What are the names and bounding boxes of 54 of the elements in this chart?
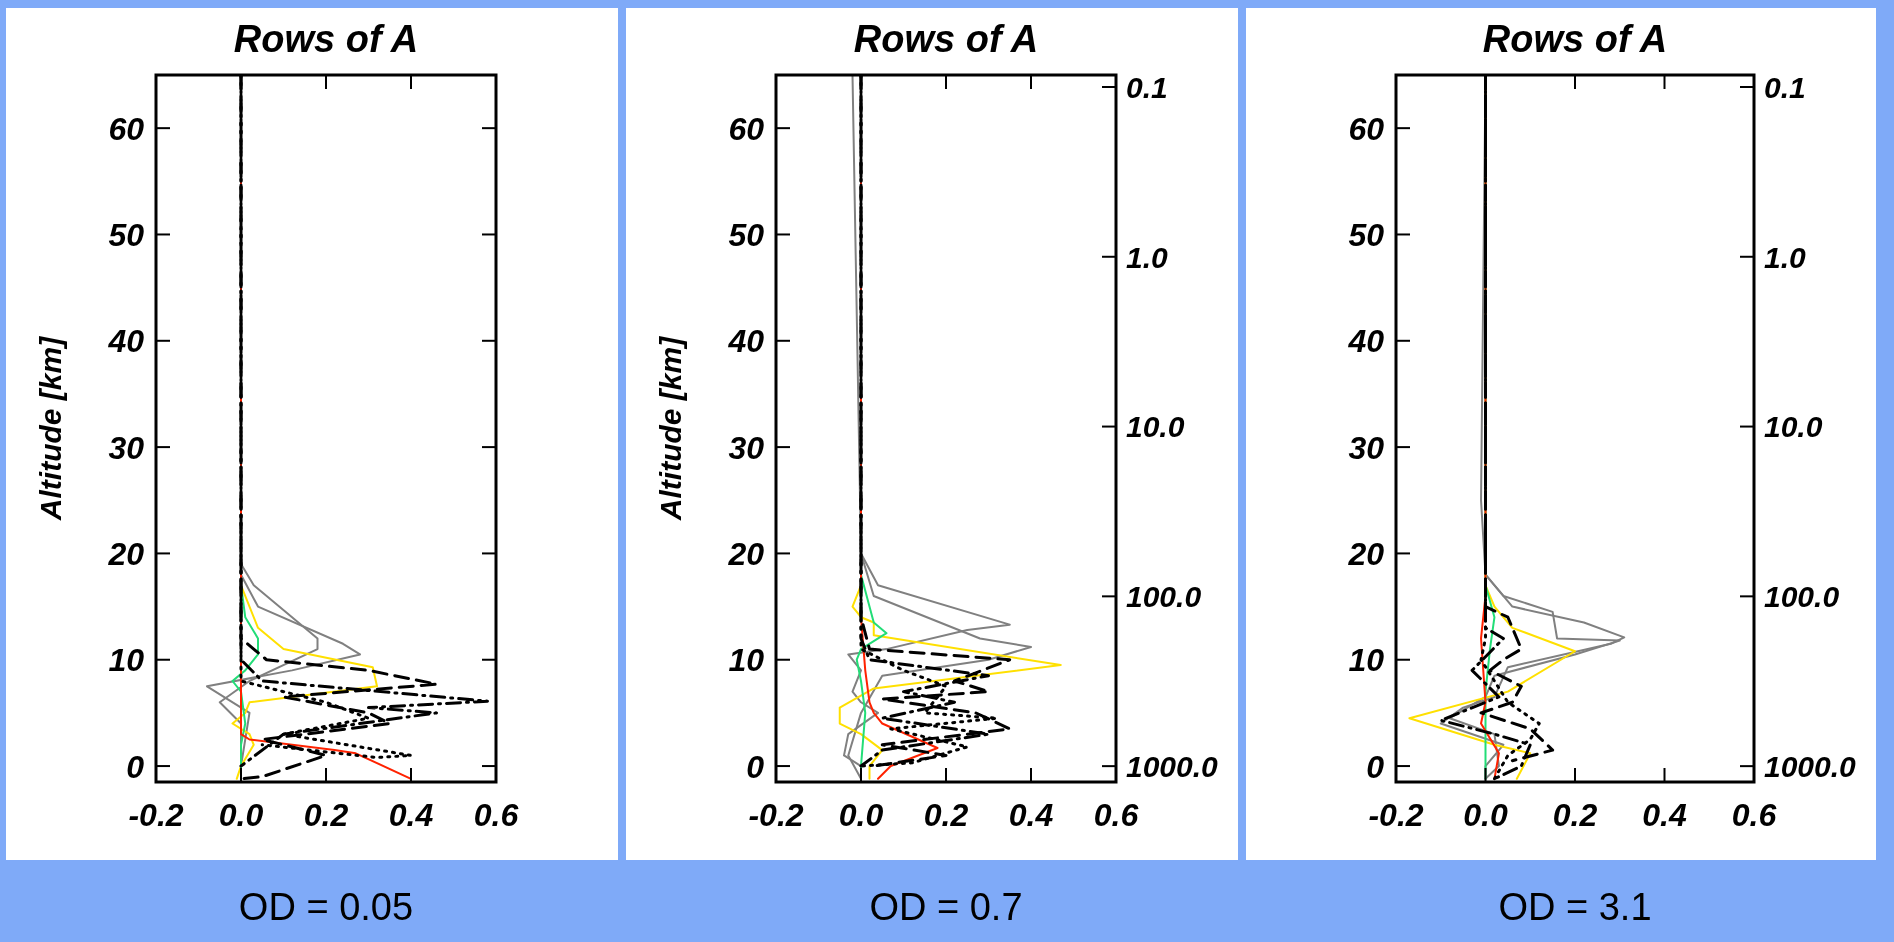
y2-tick-label: 100.0 — [1764, 580, 1840, 614]
text: OD = 3.1 — [1498, 886, 1652, 928]
text: OD = 0.7 — [869, 886, 1023, 928]
y2-tick-label: 1000.0 — [1764, 749, 1857, 783]
y-tick-label: 50 — [108, 216, 145, 253]
y-tick-label: 0 — [126, 748, 145, 785]
x-tick-label: -0.2 — [128, 797, 184, 833]
y-tick-label: 30 — [108, 429, 145, 466]
text: OD = 0.05 — [238, 886, 414, 928]
y-tick-label: 10 — [728, 642, 765, 679]
y2-tick-label: 100.0 — [1126, 580, 1202, 614]
y-tick-label: 60 — [728, 110, 765, 147]
y-tick-label: 0 — [746, 748, 765, 785]
y-axis-title: Altitude [km] — [34, 335, 67, 522]
y-tick-label: 30 — [1348, 429, 1385, 466]
y-tick-label: 20 — [1347, 535, 1385, 572]
x-tick-label: -0.2 — [748, 797, 804, 833]
x-tick-label: 0.2 — [1552, 797, 1598, 833]
y-tick-label: 30 — [728, 429, 765, 466]
y-tick-label: 60 — [1348, 110, 1385, 147]
x-tick-label: 0.2 — [303, 797, 349, 833]
y-tick-label: 20 — [107, 535, 145, 572]
y-tick-label: 20 — [727, 535, 765, 572]
y-tick-label: 40 — [1347, 323, 1385, 360]
x-tick-label: 0.4 — [1008, 797, 1054, 833]
x-tick-label: 0.0 — [218, 797, 264, 833]
y2-tick-label: 1.0 — [1764, 240, 1807, 274]
y-tick-label: 40 — [107, 323, 145, 360]
y-tick-label: 50 — [728, 216, 765, 253]
y-tick-label: 40 — [727, 323, 765, 360]
y2-tick-label: 0.1 — [1126, 70, 1168, 104]
y2-tick-label: 10.0 — [1764, 410, 1823, 444]
x-tick-label: 0.4 — [388, 797, 434, 833]
x-tick-label: -0.2 — [1368, 797, 1424, 833]
x-tick-label: 0.0 — [1463, 797, 1508, 833]
x-tick-label: 0.6 — [1731, 797, 1777, 833]
y-tick-label: 0 — [1366, 748, 1385, 785]
x-tick-label: 0.0 — [838, 797, 884, 833]
y-axis-title: Altitude [km] — [654, 335, 687, 522]
y-tick-label: 10 — [1348, 642, 1385, 679]
y-tick-label: 60 — [108, 110, 145, 147]
x-tick-label: 0.2 — [923, 797, 969, 833]
y2-tick-label: 0.1 — [1764, 70, 1806, 104]
y2-tick-label: 1.0 — [1126, 240, 1169, 274]
chart-title: Rows of A — [853, 18, 1039, 60]
x-tick-label: 0.6 — [1093, 797, 1139, 833]
chart-title: Rows of A — [233, 18, 419, 60]
chart-title: Rows of A — [1482, 18, 1668, 60]
y-tick-label: 10 — [108, 642, 145, 679]
y2-tick-label: 1000.0 — [1126, 749, 1219, 783]
y-tick-label: 50 — [1348, 216, 1385, 253]
x-tick-label: 0.4 — [1642, 797, 1687, 833]
y2-tick-label: 10.0 — [1126, 410, 1185, 444]
x-tick-label: 0.6 — [473, 797, 519, 833]
